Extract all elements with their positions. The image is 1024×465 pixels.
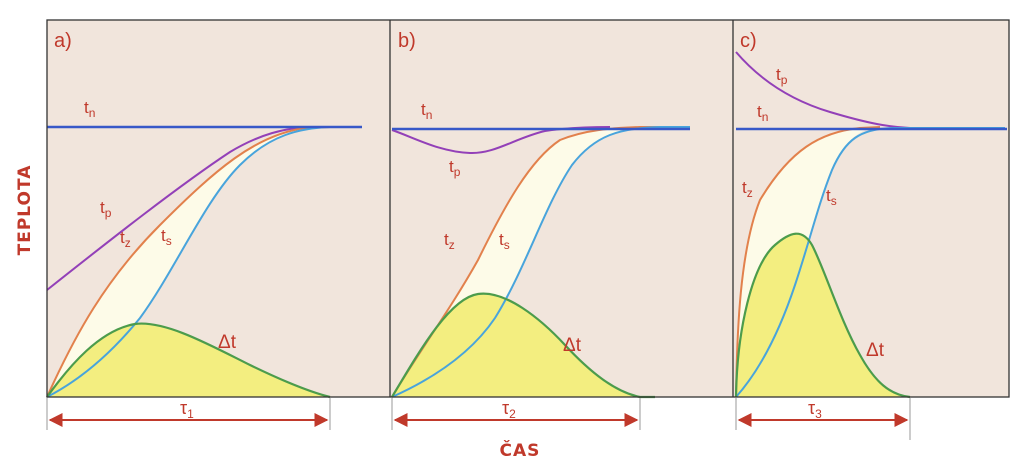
panel-a-label-ts: ts [161,226,172,248]
panel-c-tag: c) [740,30,757,52]
panel-b-delta-t-area [392,293,640,397]
tau-2-dimension: τ2 [391,398,641,430]
panel-b: b) tn tp tz ts Δt [390,20,733,399]
tau-1-dimension: τ1 [46,398,331,430]
panel-c-line-tz [735,126,881,398]
panel-c-line-delta-t [734,232,911,399]
tau-1-label: τ1 [180,398,194,421]
panel-a-line-tp [46,126,311,291]
panel-c-label-delta-t: Δt [866,340,885,361]
panel-b-line-delta-t [391,292,655,399]
panel-c-label-tn: tn [757,102,768,124]
panel-b-label-tn: tn [421,100,432,122]
panel-a-label-delta-t: Δt [218,332,237,353]
panel-b-label-delta-t: Δt [563,335,582,356]
panel-c-label-tp: tp [776,65,788,87]
panel-a-line-tz [46,126,331,398]
tau-3-dimension: τ3 [735,398,911,440]
panel-b-tag: b) [398,30,416,52]
panel-a-label-tz: tz [120,228,131,250]
y-axis-title: TEPLOTA [15,165,35,256]
panel-b-label-tp: tp [449,157,461,179]
panel-c-label-ts: ts [826,186,837,208]
panel-c-delta-t-area [736,233,910,397]
panel-b-label-tz: tz [444,230,455,252]
x-axis-title: ČAS [500,439,541,461]
panel-a-line-delta-t [46,322,331,399]
panel-a-tag: a) [54,30,72,52]
panel-c: c) tp tn tz ts Δt [733,20,1009,399]
tau-2-label: τ2 [502,398,516,421]
diagram-frame [46,19,1010,398]
panel-a-line-ts [46,126,362,398]
panel-a-label-tn: tn [84,98,95,120]
panel-a-label-tp: tp [100,198,112,220]
panel-b-label-ts: ts [499,230,510,252]
panel-c-line-tp [735,51,911,129]
panel-a: a) tn tp tz ts Δt [46,20,390,399]
panel-b-line-ts [391,126,690,398]
panel-c-line-ts [735,127,1005,398]
tau-3-label: τ3 [808,398,822,421]
panel-c-label-tz: tz [742,178,753,200]
